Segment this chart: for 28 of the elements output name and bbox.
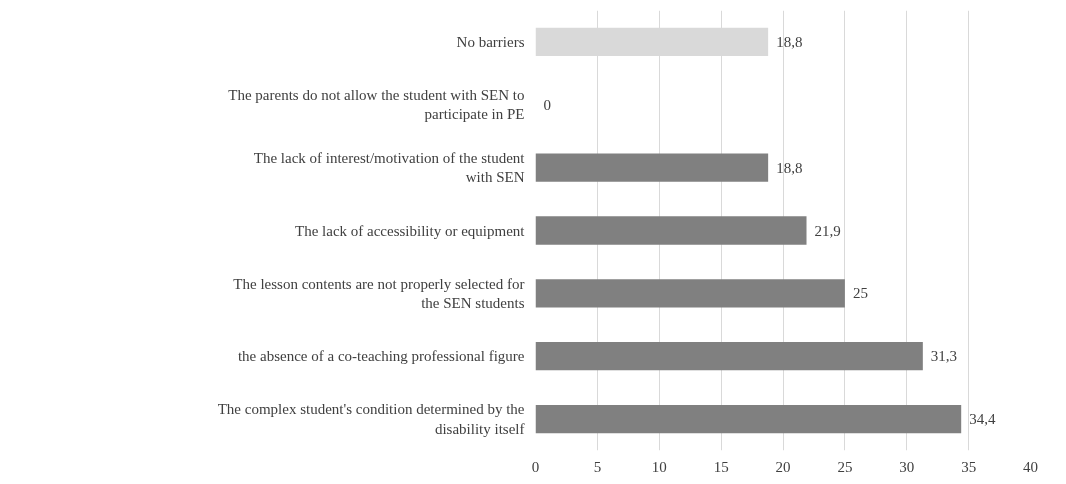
- x-tick-label: 5: [593, 458, 602, 475]
- x-tick-label: 40: [1023, 458, 1038, 475]
- x-tick-label: 0: [531, 458, 540, 475]
- y-tick-label: No barriers: [456, 33, 525, 50]
- y-tick-label: The lack of interest/motivation of the student with SEN: [253, 150, 526, 186]
- bar: [535, 216, 807, 245]
- y-tick-label: The complex student's condition determined by the disability itself: [217, 401, 525, 437]
- y-tick-label: The lack of accessibility or equipment: [295, 222, 526, 239]
- bar: [535, 153, 769, 182]
- data-label: 21,9: [814, 222, 841, 239]
- bar: [535, 279, 845, 308]
- y-tick-label: the absence of a co-teaching professional figure: [237, 348, 525, 365]
- x-tick-label: 15: [713, 458, 729, 475]
- data-label: 31,3: [930, 348, 958, 365]
- data-label: 34,4: [969, 411, 996, 428]
- y-tick-label: The parents do not allow the student with SEN to participate in PE: [228, 87, 525, 123]
- data-label: 18,8: [776, 159, 803, 176]
- x-tick-label: 35: [961, 458, 977, 475]
- data-label: 18,8: [776, 33, 803, 50]
- x-tick-label: 30: [899, 458, 915, 475]
- data-label: 25: [852, 285, 868, 302]
- x-tick-label: 25: [837, 458, 853, 475]
- data-label: 0: [543, 96, 551, 113]
- bar: [535, 342, 923, 371]
- y-tick-label: The lesson contents are not properly selected for the SEN students: [233, 275, 525, 311]
- x-tick-label: 20: [775, 458, 791, 475]
- bar: [535, 404, 962, 434]
- x-tick-label: 10: [651, 458, 667, 475]
